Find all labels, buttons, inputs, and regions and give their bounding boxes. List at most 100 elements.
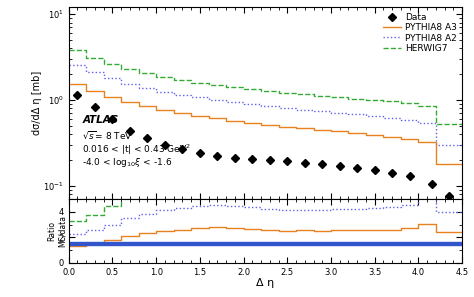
PYTHIA8 A3	[276, 125, 282, 128]
PYTHIA8 A3	[328, 128, 334, 132]
HERWIG7	[188, 81, 194, 85]
HERWIG7	[416, 101, 421, 105]
PYTHIA8 A3	[206, 117, 211, 120]
HERWIG7	[101, 56, 107, 60]
PYTHIA8 A2	[328, 109, 334, 113]
Data	[372, 168, 378, 172]
Data	[145, 136, 150, 140]
PYTHIA8 A3	[241, 121, 246, 125]
HERWIG7	[118, 62, 124, 65]
HERWIG7	[363, 98, 369, 102]
PYTHIA8 A3	[83, 89, 89, 93]
PYTHIA8 A3	[416, 140, 421, 144]
Data	[180, 147, 185, 151]
HERWIG7	[276, 89, 282, 93]
Text: -4.0 < log$_{10}\xi$ < -1.6: -4.0 < log$_{10}\xi$ < -1.6	[82, 156, 173, 169]
Data	[407, 174, 412, 178]
PYTHIA8 A3	[310, 128, 316, 132]
PYTHIA8 A3	[171, 111, 176, 115]
HERWIG7	[346, 97, 351, 100]
PYTHIA8 A2	[433, 121, 439, 125]
PYTHIA8 A3	[136, 100, 142, 104]
PYTHIA8 A2	[276, 106, 282, 110]
PYTHIA8 A3	[136, 105, 142, 108]
PYTHIA8 A3	[363, 133, 369, 137]
HERWIG7	[118, 67, 124, 71]
HERWIG7	[381, 99, 386, 103]
PYTHIA8 A2	[363, 113, 369, 116]
PYTHIA8 A2	[153, 90, 159, 94]
HERWIG7	[223, 83, 229, 87]
Y-axis label: dσ/dΔ η [mb]: dσ/dΔ η [mb]	[32, 71, 42, 135]
HERWIG7	[346, 95, 351, 99]
Data	[302, 161, 308, 165]
PYTHIA8 A3	[381, 135, 386, 139]
PYTHIA8 A2	[206, 96, 211, 99]
PYTHIA8 A2	[188, 93, 194, 97]
HERWIG7	[66, 48, 72, 52]
HERWIG7	[171, 75, 176, 79]
PYTHIA8 A3	[276, 123, 282, 127]
PYTHIA8 A3	[153, 105, 159, 108]
HERWIG7	[328, 94, 334, 97]
PYTHIA8 A3	[171, 108, 176, 112]
PYTHIA8 A2	[136, 82, 142, 86]
Data	[355, 166, 360, 170]
PYTHIA8 A2	[310, 108, 316, 111]
PYTHIA8 A2	[118, 82, 124, 86]
PYTHIA8 A3	[153, 108, 159, 112]
PYTHIA8 A2	[171, 93, 176, 97]
PYTHIA8 A3	[363, 131, 369, 135]
PYTHIA8 A2	[101, 77, 107, 80]
PYTHIA8 A3	[188, 111, 194, 115]
Legend: Data, PYTHIA8 A3, PYTHIA8 A2, HERWIG7: Data, PYTHIA8 A3, PYTHIA8 A2, HERWIG7	[380, 9, 460, 56]
PYTHIA8 A2	[241, 102, 246, 106]
PYTHIA8 A2	[310, 109, 316, 113]
Data	[74, 93, 80, 97]
Line: PYTHIA8 A2: PYTHIA8 A2	[69, 65, 462, 145]
Data	[284, 159, 290, 163]
HERWIG7	[241, 86, 246, 89]
HERWIG7	[258, 89, 264, 93]
HERWIG7	[101, 62, 107, 65]
X-axis label: Δ η: Δ η	[256, 278, 274, 288]
PYTHIA8 A2	[398, 116, 404, 120]
HERWIG7	[241, 88, 246, 91]
Data	[162, 143, 168, 147]
HERWIG7	[206, 83, 211, 87]
Line: Data: Data	[74, 92, 452, 200]
HERWIG7	[459, 123, 465, 126]
HERWIG7	[293, 92, 299, 96]
PYTHIA8 A2	[293, 108, 299, 111]
HERWIG7	[310, 94, 316, 97]
PYTHIA8 A3	[310, 126, 316, 130]
Y-axis label: Ratio
MC/data: Ratio MC/data	[47, 215, 67, 247]
Data	[197, 151, 203, 155]
PYTHIA8 A2	[293, 106, 299, 110]
HERWIG7	[153, 75, 159, 79]
PYTHIA8 A3	[258, 121, 264, 125]
PYTHIA8 A2	[118, 77, 124, 80]
HERWIG7	[416, 104, 421, 108]
HERWIG7	[328, 95, 334, 99]
Data	[249, 157, 255, 161]
PYTHIA8 A3	[398, 137, 404, 141]
HERWIG7	[206, 81, 211, 85]
HERWIG7	[136, 67, 142, 71]
PYTHIA8 A2	[83, 63, 89, 67]
PYTHIA8 A3	[416, 137, 421, 141]
Data	[215, 154, 220, 158]
PYTHIA8 A2	[346, 113, 351, 116]
HERWIG7	[398, 99, 404, 103]
HERWIG7	[433, 104, 439, 108]
PYTHIA8 A3	[433, 162, 439, 166]
PYTHIA8 A3	[101, 95, 107, 99]
PYTHIA8 A2	[381, 116, 386, 120]
PYTHIA8 A3	[398, 135, 404, 139]
PYTHIA8 A2	[416, 118, 421, 121]
HERWIG7	[136, 72, 142, 75]
Line: PYTHIA8 A3: PYTHIA8 A3	[69, 84, 462, 164]
HERWIG7	[398, 101, 404, 105]
PYTHIA8 A3	[328, 129, 334, 133]
HERWIG7	[310, 92, 316, 96]
